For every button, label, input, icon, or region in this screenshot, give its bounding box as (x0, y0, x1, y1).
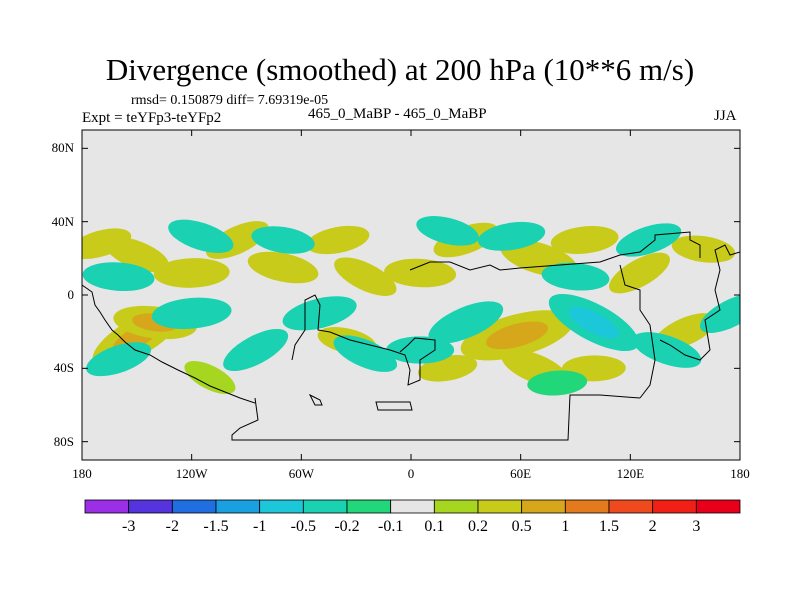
axis-ticks (81, 130, 741, 460)
colorbar-label: -0.1 (377, 518, 404, 535)
colorbar-swatch (652, 499, 697, 514)
colorbar-label: -1.5 (203, 518, 229, 535)
colorbar-swatch (302, 499, 348, 514)
colorbar-label: -3 (121, 518, 136, 535)
colorbar-swatch (608, 499, 654, 514)
lon-label: 60E (510, 466, 532, 481)
anomaly-core (569, 306, 619, 339)
anomaly-region (334, 257, 397, 296)
anomaly-region (699, 293, 740, 333)
anomaly-core (169, 304, 214, 322)
colorbar-swatch (128, 499, 173, 514)
colorbar-label: -2 (165, 518, 179, 535)
colorbar-label: -1 (252, 518, 267, 535)
anomaly-region (632, 332, 702, 368)
colorbar-swatch (259, 499, 304, 514)
anomaly-field (82, 216, 740, 396)
anomaly-region (223, 328, 289, 372)
colorbar-swatch (84, 499, 130, 514)
anomaly-core (486, 321, 548, 350)
anomaly-region (153, 258, 230, 288)
coastline-north-america (82, 284, 256, 404)
colorbar-label: 0.1 (424, 518, 445, 535)
lat-label: 80S (53, 433, 74, 449)
colorbar-label: 1 (561, 518, 570, 535)
colorbar-swatch (564, 499, 610, 514)
coastline-small-island (308, 393, 323, 406)
colorbar-swatch (433, 499, 479, 514)
anomaly-region (477, 221, 546, 251)
anomaly-core (517, 247, 561, 269)
anomaly-region (416, 216, 479, 246)
lat-label: 40S (53, 360, 74, 376)
anomaly-region (251, 226, 315, 254)
anomaly-region (104, 237, 169, 273)
anomaly-region (541, 262, 610, 291)
anomaly-region (333, 335, 398, 372)
colorbar-label: 0.2 (468, 518, 488, 535)
lat-label: 40N (51, 213, 74, 229)
lon-label: 120E (616, 466, 645, 481)
lon-label: 180 (72, 466, 92, 481)
coastline (82, 231, 740, 441)
anomaly-region (306, 225, 370, 255)
season-label: JJA (714, 108, 737, 124)
coastline-eurasia (409, 231, 701, 271)
colorbar-swatch (477, 499, 523, 514)
colorbar-label: 3 (692, 518, 701, 535)
colorbar-label: -0.5 (290, 518, 316, 535)
coastline-africa (291, 294, 436, 386)
anomaly-region (184, 361, 236, 394)
lon-label: 60W (288, 466, 314, 481)
chart-title: Divergence (smoothed) at 200 hPa (10**6 … (105, 52, 695, 87)
coastline-australia (375, 401, 413, 411)
coastline-maritime (659, 244, 740, 361)
colorbar-label: 2 (648, 518, 657, 535)
anomaly-region (550, 226, 619, 254)
lat-label: 80N (51, 140, 74, 156)
lon-label: 120W (175, 466, 208, 481)
case-label: 465_0_MaBP - 465_0_MaBP (308, 106, 487, 122)
experiment-label: Expt = teYFp3-teYFp2 (82, 110, 222, 126)
colorbar-swatch (215, 499, 261, 514)
anomaly-region (86, 342, 152, 377)
coastline-south-america (231, 394, 641, 441)
anomaly-region (527, 370, 588, 396)
lon-label: 0 (407, 466, 415, 481)
colorbar-label: -0.2 (334, 518, 360, 535)
anomaly-region (247, 251, 319, 284)
anomaly-core (445, 310, 487, 335)
colorbar-swatch (695, 499, 741, 514)
colorbar-swatch (390, 499, 435, 514)
anomaly-region (384, 258, 457, 288)
anomaly-region (168, 219, 234, 253)
colorbar-label: 0.5 (511, 518, 532, 535)
anomaly-region (386, 336, 455, 364)
colorbar (84, 499, 741, 514)
lat-label: 0 (67, 287, 75, 302)
colorbar-label: 1.5 (599, 518, 619, 535)
colorbar-swatch (346, 499, 392, 514)
rmsd-diff-stats: rmsd= 0.150879 diff= 7.69319e-05 (131, 93, 329, 108)
colorbar-swatch (521, 499, 566, 514)
anomaly-region (82, 262, 155, 292)
lon-label: 180 (730, 466, 750, 481)
anomaly-region (671, 235, 736, 263)
anomaly-region (616, 223, 682, 257)
coastline-asia-south (619, 264, 656, 399)
colorbar-swatch (171, 499, 217, 514)
